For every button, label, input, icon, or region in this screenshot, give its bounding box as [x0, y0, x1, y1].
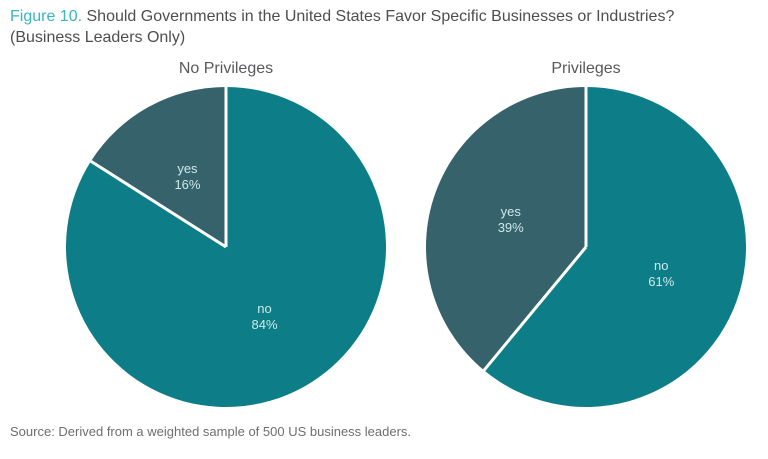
pie-chart-privileges: no 61% yes 39% — [426, 87, 746, 407]
slice-label-no: no 84% — [252, 301, 278, 332]
slice-divider — [482, 246, 588, 372]
pie-slice-no — [484, 87, 746, 407]
pie-slice-yes — [90, 87, 226, 247]
slice-label-no: no 61% — [648, 258, 674, 289]
figure-subtitle: (Business Leaders Only) — [10, 29, 186, 46]
pie-slice-yes — [426, 87, 586, 371]
figure-number: Figure 10. — [10, 8, 83, 25]
slice-label-yes: yes 39% — [498, 204, 524, 235]
slice-label-yes: yes 16% — [174, 161, 200, 192]
pie-chart-no-privileges: no 84% yes 16% — [66, 87, 387, 407]
chart-title-no-privileges: No Privileges — [178, 60, 274, 77]
figure-title-line: Figure 10. Should Governments in the Uni… — [10, 6, 760, 27]
chart-title-privileges: Privileges — [551, 60, 621, 77]
source-note: Source: Derived from a weighted sample o… — [10, 424, 412, 439]
figure-title-text: Should Governments in the United States … — [86, 8, 675, 25]
figure-title: Figure 10. Should Governments in the Uni… — [10, 6, 760, 48]
slice-divider — [90, 160, 227, 249]
